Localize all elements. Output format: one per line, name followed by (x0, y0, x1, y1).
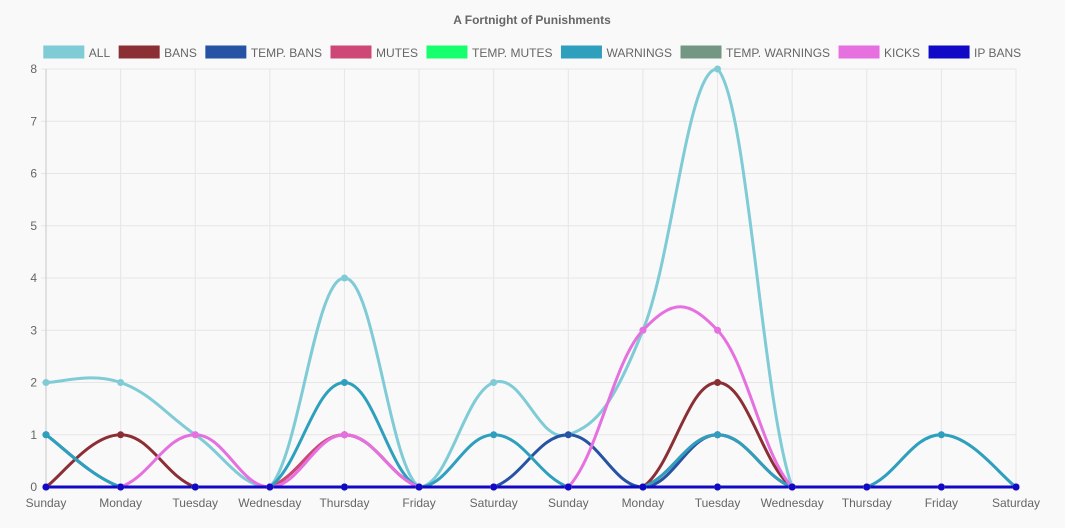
chart-title: A Fortnight of Punishments (453, 13, 611, 27)
legend-swatch (680, 45, 722, 59)
data-point-all[interactable] (714, 65, 722, 73)
legend-swatch (560, 45, 602, 59)
x-tick-label: Sunday (548, 496, 589, 510)
legend-swatch (838, 45, 880, 59)
legend-label: KICKS (884, 46, 920, 60)
data-point-warnings[interactable] (340, 379, 348, 386)
data-point-ip-bans[interactable] (117, 483, 125, 491)
legend-item[interactable]: MUTES (330, 45, 418, 60)
legend-swatch (330, 45, 372, 59)
data-point-ip-bans[interactable] (266, 483, 274, 491)
data-point-kicks[interactable] (191, 431, 199, 439)
data-point-ip-bans[interactable] (714, 483, 722, 491)
data-point-all[interactable] (490, 379, 498, 386)
y-tick-label: 3 (30, 323, 37, 337)
legend-swatch (43, 45, 85, 59)
legend-label: BANS (164, 46, 197, 60)
y-tick-label: 4 (30, 271, 37, 285)
data-point-warnings[interactable] (937, 431, 945, 439)
data-point-all[interactable] (42, 379, 50, 386)
legend-swatch (118, 45, 160, 59)
legend-label: TEMP. MUTES (472, 46, 552, 60)
legend-label: TEMP. WARNINGS (726, 46, 830, 60)
series-line-mutes (44, 433, 1018, 489)
data-point-all[interactable] (117, 379, 125, 386)
x-tick-label: Monday (622, 496, 665, 510)
x-tick-label: Saturday (992, 496, 1040, 510)
data-point-ip-bans[interactable] (191, 483, 199, 491)
x-tick-label: Thursday (842, 496, 892, 510)
y-tick-label: 6 (30, 167, 37, 181)
data-point-bans[interactable] (117, 431, 125, 439)
y-tick-label: 1 (30, 428, 37, 442)
data-point-kicks[interactable] (639, 326, 647, 334)
legend-swatch (928, 45, 970, 59)
x-tick-label: Monday (99, 496, 142, 510)
y-axis-ticks: 0 1 2 3 4 5 6 7 8 (30, 62, 37, 494)
legend-item[interactable]: KICKS (838, 45, 920, 60)
x-axis-ticks: Sunday Monday Tuesday Wednesday Thursday Frid… (26, 496, 1040, 510)
data-point-kicks[interactable] (714, 326, 722, 334)
x-tick-label: Thursday (319, 496, 369, 510)
series-line-temp-bans (44, 433, 1018, 489)
data-point-all[interactable] (340, 274, 348, 282)
data-point-ip-bans[interactable] (42, 483, 50, 491)
data-point-bans[interactable] (714, 379, 722, 386)
legend-swatch (426, 45, 468, 59)
data-point-warnings[interactable] (490, 431, 498, 439)
legend-item[interactable]: IP BANS (928, 45, 1021, 60)
legend-item[interactable]: WARNINGS (560, 45, 672, 60)
x-tick-label: Wednesday (761, 496, 824, 510)
data-point-temp-bans[interactable] (564, 431, 572, 439)
series-points (42, 65, 1020, 491)
data-point-warnings[interactable] (714, 431, 722, 439)
legend-item[interactable]: TEMP. WARNINGS (680, 45, 830, 60)
x-tick-label: Friday (402, 496, 435, 510)
legend-label: IP BANS (974, 46, 1021, 60)
data-point-ip-bans[interactable] (1012, 483, 1020, 491)
y-tick-label: 7 (30, 114, 37, 128)
data-point-ip-bans[interactable] (937, 483, 945, 491)
data-point-ip-bans[interactable] (788, 483, 796, 491)
x-tick-label: Tuesday (695, 496, 741, 510)
data-point-ip-bans[interactable] (564, 483, 572, 491)
x-tick-label: Saturday (470, 496, 518, 510)
chart-legend: ALL BANS TEMP. BANS MUTES TEMP. MUTES WARNING… (43, 45, 1021, 60)
legend-item[interactable]: TEMP. MUTES (426, 45, 552, 60)
data-point-ip-bans[interactable] (863, 483, 871, 491)
legend-item[interactable]: BANS (118, 45, 197, 60)
legend-label: MUTES (376, 46, 418, 60)
y-tick-label: 5 (30, 219, 37, 233)
y-tick-label: 0 (30, 480, 37, 494)
legend-label: TEMP. BANS (251, 46, 322, 60)
legend-swatch (205, 45, 247, 59)
x-tick-label: Tuesday (172, 496, 218, 510)
legend-label: ALL (89, 46, 111, 60)
x-tick-label: Wednesday (238, 496, 301, 510)
legend-item[interactable]: ALL (43, 45, 111, 60)
data-point-ip-bans[interactable] (340, 483, 348, 491)
y-tick-label: 2 (30, 376, 37, 390)
x-tick-label: Friday (925, 496, 958, 510)
data-point-kicks[interactable] (340, 431, 348, 439)
data-point-warnings[interactable] (42, 431, 50, 439)
y-tick-label: 8 (30, 62, 37, 76)
series-line-kicks (44, 305, 1018, 489)
data-point-ip-bans[interactable] (415, 483, 423, 491)
legend-item[interactable]: TEMP. BANS (205, 45, 322, 60)
data-point-ip-bans[interactable] (639, 483, 647, 491)
data-point-ip-bans[interactable] (490, 483, 498, 491)
x-tick-label: Sunday (26, 496, 67, 510)
legend-label: WARNINGS (606, 46, 672, 60)
